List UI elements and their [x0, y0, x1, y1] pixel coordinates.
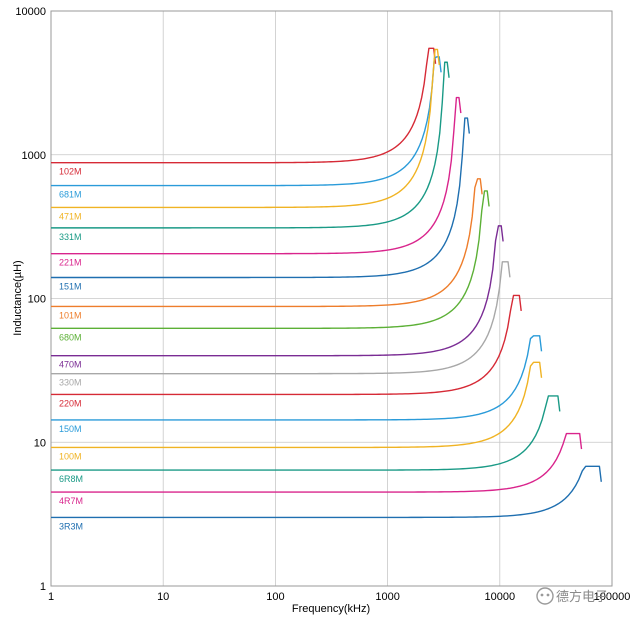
x-tick-label: 10 — [157, 591, 169, 603]
series-label-151M: 151M — [59, 281, 82, 291]
series-label-150M: 150M — [59, 424, 82, 434]
series-line-471M — [51, 48, 440, 209]
series-label-330M: 330M — [59, 378, 82, 388]
series-label-331M: 331M — [59, 232, 82, 242]
wechat-icon-dot — [540, 593, 544, 597]
x-tick-label: 10000 — [485, 591, 516, 603]
y-tick-label: 100 — [28, 294, 46, 306]
series-curves — [51, 47, 602, 519]
series-label-221M: 221M — [59, 258, 82, 268]
y-tick-label: 10 — [34, 437, 46, 449]
series-line-102M — [51, 47, 437, 164]
series-line-221M — [51, 96, 462, 255]
y-axis-label: Inductance(µH) — [12, 260, 24, 335]
series-line-100M — [51, 361, 543, 449]
plot-frame — [50, 10, 613, 587]
tick-labels: 1 10 100 1000 10000 100000 1 10 100 1000 10000 — [15, 6, 630, 603]
series-label-470M: 470M — [59, 360, 82, 370]
series-label-3R3M: 3R3M — [59, 521, 83, 531]
x-axis-label: Frequency(kHz) — [292, 603, 370, 615]
y-tick-label: 1000 — [22, 150, 46, 162]
x-tick-label: 1000 — [375, 591, 399, 603]
grid — [50, 10, 613, 587]
series-label-4R7M: 4R7M — [59, 496, 83, 506]
x-tick-label: 100000 — [594, 591, 631, 603]
series-line-680M — [51, 190, 490, 330]
series-line-330M — [51, 261, 511, 375]
watermark: 德方电子 — [536, 587, 608, 605]
series-line-220M — [51, 294, 522, 396]
series-line-150M — [51, 335, 543, 421]
series-line-3R3M — [51, 465, 602, 519]
wechat-icon — [536, 587, 554, 605]
series-line-470M — [51, 225, 504, 357]
y-tick-label: 10000 — [15, 6, 46, 18]
series-line-331M — [51, 61, 450, 229]
series-line-681M — [51, 56, 442, 187]
x-tick-label: 1 — [48, 591, 54, 603]
series-label-680M: 680M — [59, 332, 82, 342]
series-label-681M: 681M — [59, 190, 82, 200]
wechat-icon-dot — [546, 593, 550, 597]
series-line-6R8M — [51, 395, 561, 471]
series-line-101M — [51, 178, 483, 308]
series-label-100M: 100M — [59, 451, 82, 461]
series-label-6R8M: 6R8M — [59, 474, 83, 484]
series-label-101M: 101M — [59, 310, 82, 320]
series-label-220M: 220M — [59, 398, 82, 408]
series-line-151M — [51, 117, 471, 279]
series-line-4R7M — [51, 432, 583, 493]
series-labels: 102M 681M 471M 331M 221M 151M 101M 680M 470M 330M… — [59, 167, 83, 532]
series-label-102M: 102M — [59, 167, 82, 177]
x-tick-label: 100 — [266, 591, 284, 603]
series-label-471M: 471M — [59, 211, 82, 221]
y-tick-label: 1 — [40, 581, 46, 593]
watermark-text: 德方电子 — [556, 589, 608, 605]
